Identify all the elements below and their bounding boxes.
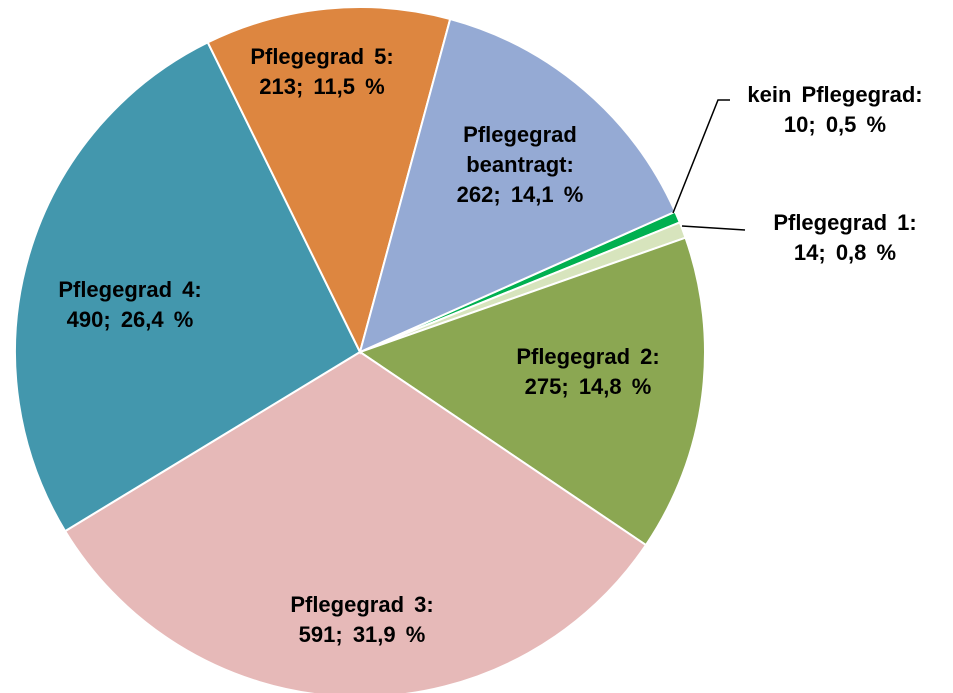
leader-line [681, 225, 746, 231]
category-name: Pflegegrad 4: [58, 277, 202, 302]
slice-label: Pflegegrad 4: 490; 26,4 % [0, 275, 260, 335]
pie-slice [14, 41, 362, 533]
value-label: 490; 26,4 % [66, 307, 194, 332]
slice-label: Pflegegrad 3: 591; 31,9 % [232, 590, 492, 650]
slice-label: Pflegegrad 1: 14; 0,8 % [715, 208, 953, 268]
slice-label: Pflegegrad 2: 275; 14,8 % [458, 342, 718, 402]
category-name: Pflegegrad 3: [290, 592, 434, 617]
category-name: Pflegegrad 5: [250, 44, 394, 69]
category-name: Pflegegrad 1: [773, 210, 917, 235]
slice-label: kein Pflegegrad: 10; 0,5 % [705, 80, 953, 140]
pie-slice [357, 236, 706, 547]
value-label: 14; 0,8 % [793, 240, 897, 265]
value-label: 262; 14,1 % [456, 182, 584, 207]
pie-slice [63, 350, 648, 693]
category-name: Pflegegrad 2: [516, 344, 660, 369]
pie-slice [358, 17, 677, 354]
value-label: 10; 0,5 % [783, 112, 887, 137]
slice-label: Pflegegrad 5: 213; 11,5 % [192, 42, 452, 102]
category-name: Pflegegrad beantragt: [463, 122, 577, 177]
category-name: kein Pflegegrad: [747, 82, 923, 107]
pie-slice [206, 6, 452, 355]
value-label: 591; 31,9 % [298, 622, 426, 647]
value-label: 213; 11,5 % [259, 74, 385, 99]
leader-line [672, 99, 730, 214]
value-label: 275; 14,8 % [524, 374, 652, 399]
slice-label: Pflegegrad beantragt: 262; 14,1 % [435, 120, 605, 210]
